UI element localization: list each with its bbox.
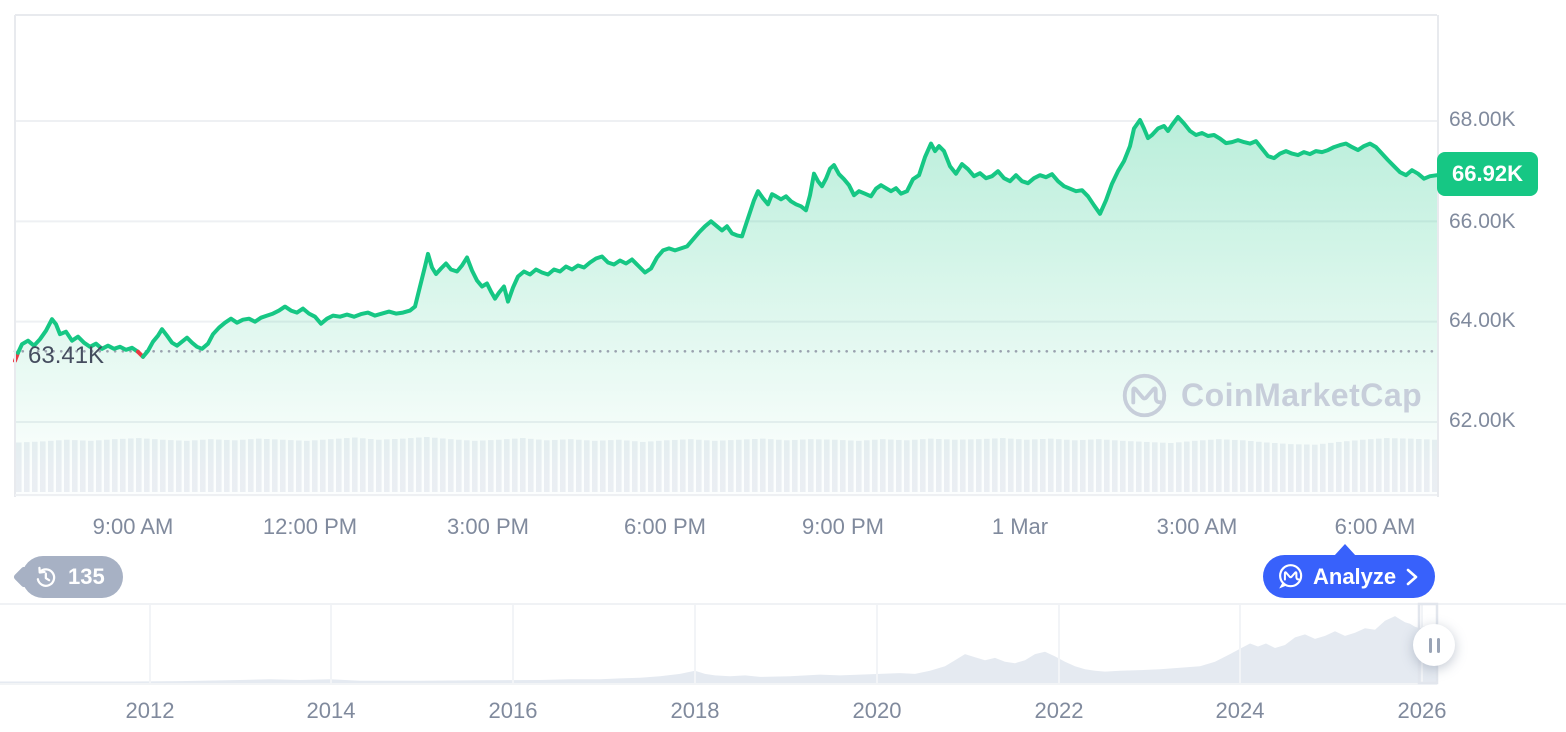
history-events-badge[interactable]: 135 [22,556,123,598]
coinmarketcap-bubble-icon [1279,563,1303,588]
analyze-label: Analyze [1313,563,1397,589]
x-axis-tick-label: 6:00 AM [1334,514,1416,539]
year-tick-label: 2024 [1215,698,1265,723]
navigator-area-fill [0,616,1437,683]
open-price-label: 63.41K [28,342,105,369]
analyze-button[interactable]: Analyze [1263,555,1436,598]
year-tick-label: 2026 [1397,698,1447,723]
analyze-pointer-triangle [1334,544,1356,556]
drag-handle-icon [1428,637,1432,653]
y-axis-tick-label: 62.00K [1449,409,1516,432]
x-axis-tick-label: 9:00 PM [802,514,884,539]
price-area-fill [15,117,1437,497]
watermark-text: CoinMarketCap [1181,377,1423,413]
year-tick-label: 2020 [852,698,902,723]
navigator-drag-handle[interactable] [1413,624,1455,666]
x-axis-tick-label: 6:00 PM [624,514,706,539]
y-axis-tick-label: 66.00K [1449,210,1516,233]
x-axis-tick-label: 9:00 AM [92,514,174,539]
x-axis-tick-label: 1 Mar [991,514,1049,539]
navigator-chart[interactable] [0,600,1566,690]
year-tick-label: 2012 [125,698,175,723]
y-axis-tick-label: 68.00K [1449,108,1516,131]
x-axis-tick-label: 12:00 PM [262,514,358,539]
year-tick-label: 2014 [306,698,356,723]
watermark: CoinMarketCap [1121,372,1422,419]
year-tick-label: 2022 [1034,698,1084,723]
y-axis-tick-label: 64.00K [1449,309,1516,332]
clock-history-icon [36,566,56,587]
plot-borders [14,14,1439,497]
chevron-right-icon [1406,568,1418,585]
x-axis-tick-label: 3:00 AM [1156,514,1238,539]
drag-handle-icon [1436,637,1440,653]
history-count: 135 [68,564,105,589]
year-tick-label: 2018 [670,698,720,723]
coinmarketcap-logo-icon [1122,373,1167,418]
year-tick-label: 2016 [488,698,538,723]
x-axis-tick-label: 3:00 PM [447,514,529,539]
main-chart[interactable] [0,0,1566,500]
current-price-badge: 66.92K [1437,152,1538,196]
